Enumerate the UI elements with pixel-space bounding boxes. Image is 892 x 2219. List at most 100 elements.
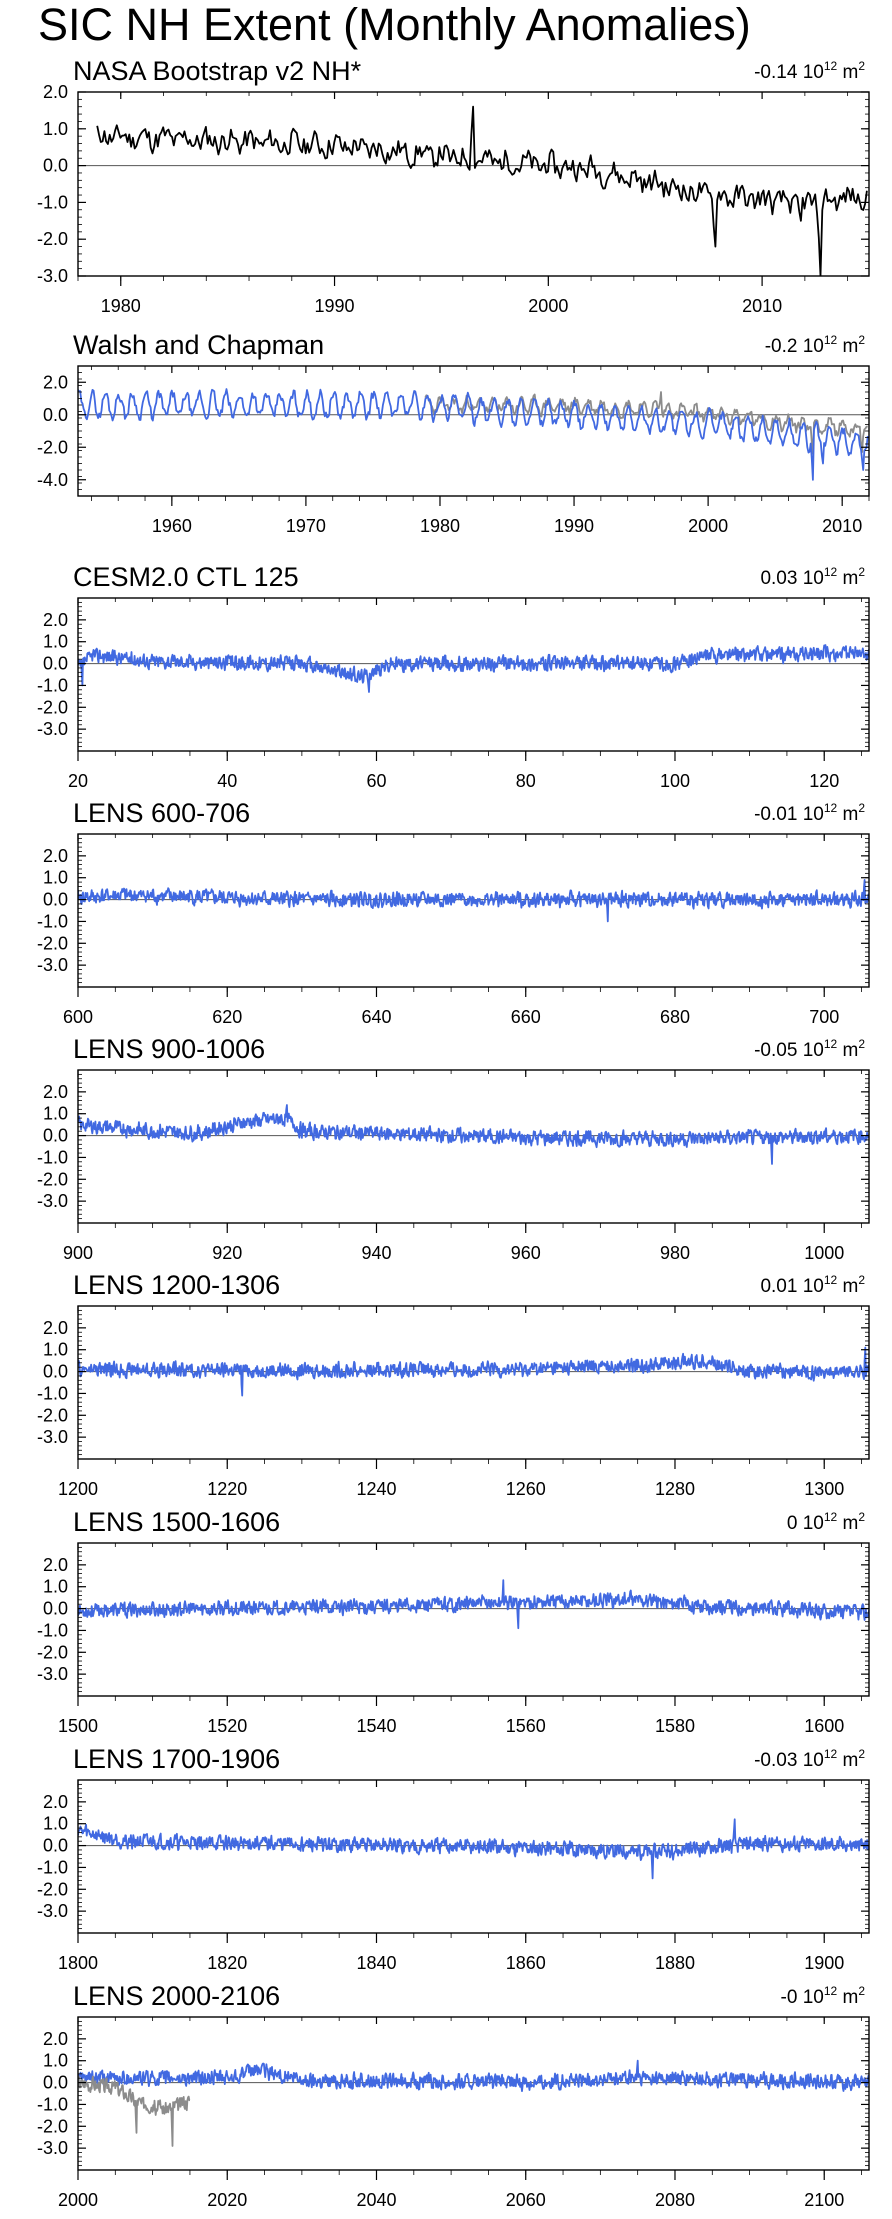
figure-title: SIC NH Extent (Monthly Anomalies): [38, 0, 751, 50]
y-tick-label: 1.0: [43, 2051, 68, 2071]
x-tick-label: 2010: [822, 516, 862, 536]
series-line-1: [78, 1579, 869, 1630]
panel-mean-value: 0 1012 m2: [787, 1510, 865, 1534]
x-tick-label: 2010: [742, 296, 782, 316]
x-tick-label: 20: [68, 771, 88, 791]
panel-title: LENS 600-706: [73, 798, 250, 828]
y-tick-label: 0.0: [43, 1599, 68, 1619]
x-tick-label: 1820: [207, 1953, 247, 1973]
x-tick-label: 1560: [506, 1716, 546, 1736]
panel-mean-value: -0.2 1012 m2: [765, 333, 866, 357]
series-line-1: [424, 391, 868, 455]
y-tick-label: 1.0: [43, 1814, 68, 1834]
panel-mean-value: -0.01 1012 m2: [754, 801, 865, 825]
series-line-2: [78, 388, 869, 481]
chart-panel-5: LENS 900-1006 -0.05 1012 m22.01.00.0-1.0-…: [37, 1034, 870, 1263]
panel-title: CESM2.0 CTL 125: [73, 562, 299, 592]
y-tick-label: -3.0: [37, 266, 68, 286]
x-tick-label: 100: [660, 771, 690, 791]
chart-panel-1: NASA Bootstrap v2 NH* -0.14 1012 m2 2.0 1.0…: [37, 56, 870, 316]
x-tick-label: 1980: [101, 296, 141, 316]
y-tick-label: 0.0: [43, 2073, 68, 2093]
y-tick-label: 1.0: [43, 1577, 68, 1597]
y-tick-label: -3.0: [37, 2138, 68, 2158]
y-tick-label: 2.0: [43, 846, 68, 866]
panel-mean-value: -0.14 1012 m2: [754, 59, 865, 83]
x-tick-label: 680: [660, 1007, 690, 1027]
x-tick-label: 120: [809, 771, 839, 791]
y-tick-label: 1.0: [43, 1104, 68, 1124]
x-tick-label: 960: [511, 1243, 541, 1263]
x-tick-label: 660: [511, 1007, 541, 1027]
x-tick-label: 1260: [506, 1479, 546, 1499]
y-tick-label: -1.0: [37, 1147, 68, 1167]
panel-title: LENS 1200-1306: [73, 1270, 280, 1300]
y-tick-label: 2.0: [43, 1318, 68, 1338]
y-tick-label: 0.0: [43, 405, 68, 425]
chart-panel-7: LENS 1500-1606 0 1012 m2 2.01.00.0-1.0-2.0…: [37, 1507, 870, 1736]
y-tick-label: -2.0: [37, 1879, 68, 1899]
x-tick-label: 1220: [207, 1479, 247, 1499]
y-tick-label: -3.0: [37, 1191, 68, 1211]
plot-frame: [77, 365, 870, 497]
panel-title: LENS 1500-1606: [73, 1507, 280, 1537]
x-tick-label: 1990: [554, 516, 594, 536]
x-tick-label: 1840: [356, 1953, 396, 1973]
x-tick-label: 900: [63, 1243, 93, 1263]
plot-frame: [77, 2016, 870, 2171]
x-tick-label: 2080: [655, 2190, 695, 2210]
panel-title: LENS 900-1006: [73, 1034, 265, 1064]
y-tick-label: -2.0: [37, 697, 68, 717]
y-tick-label: 2.0: [43, 372, 68, 392]
y-tick-label: 0.0: [43, 890, 68, 910]
y-tick-label: 2.0: [43, 1555, 68, 1575]
y-tick-label: -2.0: [37, 229, 68, 249]
x-tick-label: 1960: [152, 516, 192, 536]
panel-mean-value: -0.03 1012 m2: [754, 1747, 865, 1771]
y-tick-label: -1.0: [37, 1383, 68, 1403]
chart-panel-4: LENS 600-706 -0.01 1012 m2 2.01.00.0-1.0-2…: [37, 798, 870, 1027]
x-tick-label: 1980: [420, 516, 460, 536]
y-tick-label: -1.0: [37, 675, 68, 695]
panel-title: LENS 1700-1906: [73, 1744, 280, 1774]
y-tick-label: -3.0: [37, 1901, 68, 1921]
panel-mean-value: 0.03 1012 m2: [760, 565, 865, 589]
y-tick-label: 0.0: [43, 1126, 68, 1146]
x-tick-label: 1280: [655, 1479, 695, 1499]
series-line-1: [78, 1346, 869, 1397]
chart-panel-9: LENS 2000-2106 -0 1012 m2 2.01.00.0-1.0-2.…: [37, 1981, 870, 2210]
x-tick-label: 2060: [506, 2190, 546, 2210]
x-tick-label: 980: [660, 1243, 690, 1263]
y-tick-label: 2.0: [43, 1082, 68, 1102]
y-tick-label: -2.0: [37, 1642, 68, 1662]
x-tick-label: 940: [361, 1243, 391, 1263]
y-tick-label: 1.0: [43, 1340, 68, 1360]
y-tick-label: 2.0: [43, 2029, 68, 2049]
x-tick-label: 2100: [804, 2190, 844, 2210]
x-tick-label: 1300: [804, 1479, 844, 1499]
y-tick-label: 0.0: [43, 1362, 68, 1382]
panel-title: LENS 2000-2106: [73, 1981, 280, 2011]
series-line-1: [78, 644, 869, 693]
y-tick-label: -3.0: [37, 955, 68, 975]
y-tick-label: -2.0: [37, 933, 68, 953]
panel-mean-value: -0 1012 m2: [781, 1984, 866, 2008]
x-tick-label: 80: [516, 771, 536, 791]
panel-title: Walsh and Chapman: [73, 330, 324, 360]
series-line-1: [78, 2059, 869, 2092]
series-line-1: [78, 1104, 869, 1165]
y-tick-label: -1.0: [37, 1857, 68, 1877]
x-tick-label: 1990: [315, 296, 355, 316]
y-tick-label: 0.0: [43, 654, 68, 674]
series-line-1: [78, 1818, 869, 1880]
panel-title: NASA Bootstrap v2 NH*: [73, 56, 362, 86]
plot-frame: [77, 1305, 870, 1460]
x-tick-label: 1860: [506, 1953, 546, 1973]
x-tick-label: 2000: [528, 296, 568, 316]
chart-panel-2: Walsh and Chapman -0.2 1012 m2 2.0 0.0 -2.0 -…: [37, 330, 870, 536]
y-tick-label: 2.0: [43, 610, 68, 630]
series-line-2: [78, 2075, 191, 2147]
plot-frame: [77, 833, 870, 988]
x-tick-label: 1540: [356, 1716, 396, 1736]
y-tick-label: -1.0: [37, 911, 68, 931]
